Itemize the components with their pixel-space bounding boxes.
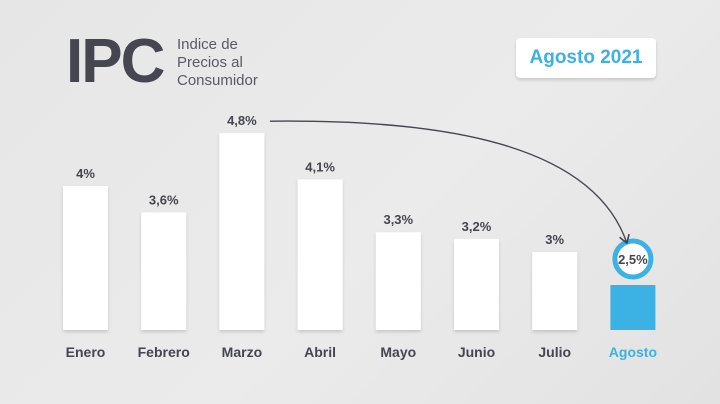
ipc-logo: IPC — [66, 27, 165, 96]
bar-febrero — [141, 212, 187, 330]
category-label: Abril — [304, 344, 336, 360]
data-label: 3,6% — [149, 192, 179, 207]
bar-abril — [297, 179, 343, 330]
bar-junio — [454, 238, 499, 330]
category-label: Mayo — [380, 344, 416, 360]
data-label: 4,8% — [227, 113, 257, 128]
data-label: 3,3% — [383, 212, 413, 227]
bar-julio — [532, 252, 578, 330]
bar-mayo — [375, 232, 421, 330]
subtitle-line: Precios al — [177, 54, 243, 71]
category-label: Febrero — [138, 344, 190, 360]
subtitle-line: Indice de — [177, 36, 238, 53]
data-label: 3% — [545, 232, 564, 247]
category-label: Agosto — [609, 344, 657, 360]
subtitle: Indice de Precios al Consumidor — [177, 36, 297, 90]
category-label: Enero — [66, 344, 106, 360]
data-label: 2,5% — [618, 252, 648, 267]
bar-agosto — [610, 285, 656, 330]
data-label: 3,2% — [462, 219, 492, 234]
data-label: 4% — [76, 166, 95, 181]
category-label: Marzo — [222, 344, 262, 360]
data-label: 4,1% — [305, 159, 335, 174]
subtitle-line: Consumidor — [177, 72, 258, 89]
bar-enero — [63, 186, 108, 330]
trend-arrow — [269, 120, 630, 245]
period-badge: Agosto 2021 — [516, 38, 656, 78]
bar-marzo — [219, 133, 265, 330]
category-label: Junio — [458, 344, 495, 360]
value-circle — [612, 238, 654, 280]
category-label: Julio — [538, 344, 571, 360]
